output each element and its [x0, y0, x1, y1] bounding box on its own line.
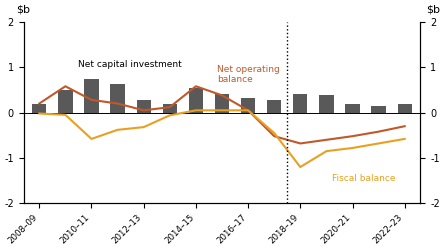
Bar [267, 100, 281, 112]
Bar [397, 104, 412, 112]
Bar [293, 94, 308, 112]
Bar [345, 104, 360, 112]
Text: Net operating
balance: Net operating balance [217, 65, 280, 84]
Bar [163, 104, 177, 112]
Text: $b: $b [426, 4, 440, 15]
Bar [189, 88, 203, 112]
Bar [84, 78, 99, 112]
Bar [319, 95, 333, 112]
Bar [58, 90, 72, 112]
Bar [32, 104, 47, 112]
Text: Fiscal balance: Fiscal balance [332, 174, 395, 183]
Bar [241, 98, 255, 112]
Bar [111, 84, 125, 112]
Bar [372, 106, 386, 112]
Bar [136, 100, 151, 112]
Bar [215, 94, 229, 112]
Text: Net capital investment: Net capital investment [79, 60, 182, 70]
Text: $b: $b [16, 4, 30, 15]
